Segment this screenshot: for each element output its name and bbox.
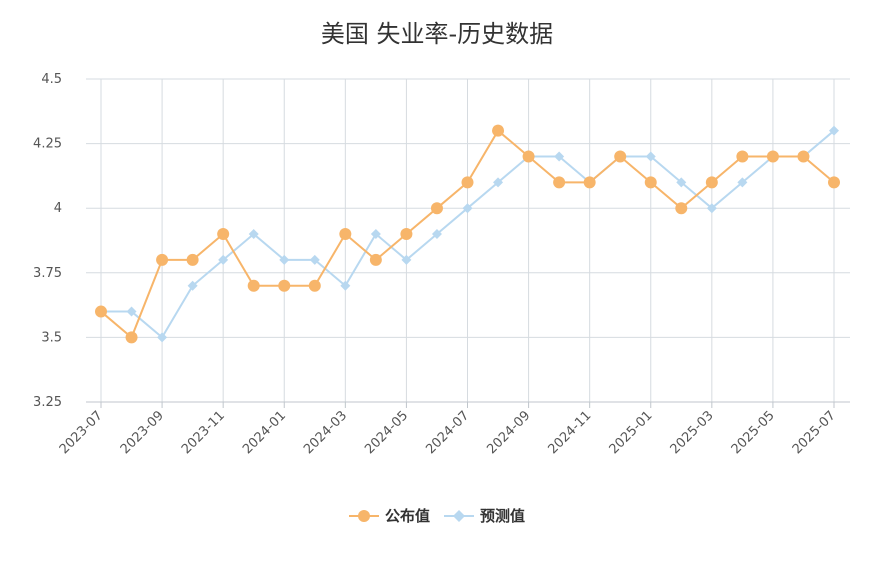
data-point-forecast (218, 254, 229, 265)
legend: 公布值 预测值 (0, 505, 874, 526)
x-tick-label: 2025-01 (607, 408, 656, 457)
data-point-forecast (309, 254, 320, 265)
data-point-published (308, 279, 321, 292)
data-point-forecast (431, 229, 442, 240)
data-point-forecast (187, 280, 198, 291)
chart-title: 美国 失业率-历史数据 (320, 20, 554, 48)
data-point-forecast (676, 177, 687, 188)
legend-swatch-published (348, 509, 379, 522)
y-tick-label: 3.25 (33, 395, 62, 410)
data-point-published (675, 202, 688, 215)
data-point-published (339, 228, 352, 241)
data-point-published (614, 150, 627, 163)
x-tick-label: 2023-07 (57, 408, 106, 457)
y-tick-label: 3.75 (33, 266, 62, 281)
data-point-published (553, 176, 566, 189)
data-point-forecast (462, 203, 473, 214)
data-point-forecast (401, 254, 412, 265)
data-point-published (736, 150, 749, 163)
x-tick-label: 2025-07 (790, 408, 839, 457)
data-point-published (430, 202, 443, 215)
data-point-forecast (279, 254, 290, 265)
data-point-forecast (706, 203, 717, 214)
data-point-forecast (554, 151, 565, 162)
x-tick-label: 2025-05 (729, 408, 778, 457)
legend-item-forecast[interactable]: 预测值 (444, 505, 525, 526)
data-point-forecast (126, 306, 137, 317)
data-point-published (644, 176, 657, 189)
legend-label-forecast: 预测值 (480, 507, 526, 525)
data-point-published (461, 176, 474, 189)
data-point-published (156, 253, 169, 266)
data-point-forecast (340, 280, 351, 291)
x-tick-label: 2024-09 (484, 408, 533, 457)
y-tick-label: 4 (54, 201, 62, 216)
x-tick-label: 2023-09 (118, 408, 167, 457)
data-point-forecast (493, 177, 504, 188)
x-tick-label: 2023-11 (179, 408, 228, 457)
data-point-forecast (248, 229, 259, 240)
legend-label-published: 公布值 (384, 507, 430, 525)
legend-swatch-forecast (444, 509, 474, 522)
x-tick-label: 2024-11 (545, 408, 594, 457)
data-point-published (125, 331, 138, 344)
data-point-published (828, 176, 840, 189)
data-point-forecast (829, 125, 839, 136)
y-tick-label: 4.5 (41, 72, 62, 87)
x-tick-label: 2024-05 (362, 408, 411, 457)
data-point-forecast (370, 229, 381, 240)
data-point-published (400, 228, 413, 241)
data-point-published (583, 176, 596, 189)
x-tick-label: 2024-03 (301, 408, 350, 457)
y-tick-label: 3.5 (41, 330, 62, 345)
data-point-published (217, 228, 230, 241)
x-tick-label: 2024-07 (423, 408, 472, 457)
data-point-forecast (645, 151, 656, 162)
data-point-published (95, 305, 107, 318)
data-point-published (186, 253, 199, 266)
data-point-forecast (157, 332, 168, 343)
y-tick-label: 4.25 (33, 137, 62, 152)
data-point-published (247, 279, 260, 292)
data-point-published (492, 124, 505, 137)
data-point-published (797, 150, 810, 163)
data-point-published (369, 253, 382, 266)
data-point-forecast (737, 177, 748, 188)
legend-item-published[interactable]: 公布值 (348, 505, 430, 526)
data-point-published (278, 279, 291, 292)
data-point-published (766, 150, 779, 163)
x-tick-label: 2025-03 (668, 408, 717, 457)
data-point-published (705, 176, 718, 189)
x-tick-label: 2024-01 (240, 408, 289, 457)
data-point-published (522, 150, 535, 163)
